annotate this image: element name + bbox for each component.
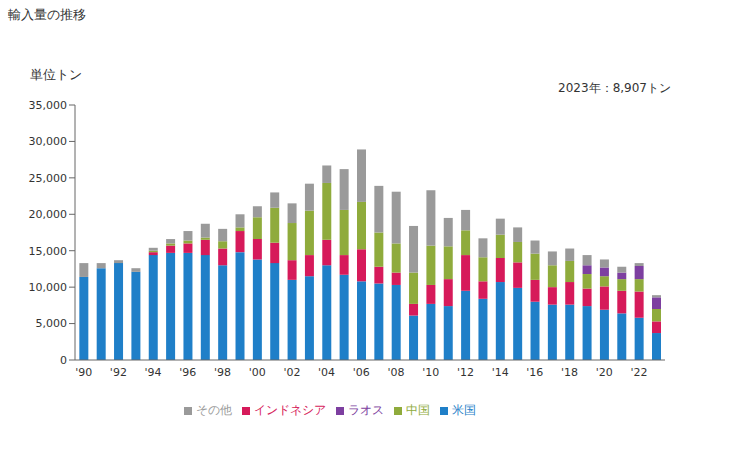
html-text:輸入量の推移: 輸入量の推移 xyxy=(8,7,86,22)
html-text:単位トン: 単位トン xyxy=(30,67,82,82)
svg-text:'12: '12 xyxy=(457,366,474,379)
svg-text:'06: '06 xyxy=(353,366,370,379)
svg-text:'10: '10 xyxy=(422,366,439,379)
svg-text:20,000: 20,000 xyxy=(29,208,68,221)
svg-text:25,000: 25,000 xyxy=(29,172,68,185)
svg-text:'94: '94 xyxy=(145,366,162,379)
svg-text:35,000: 35,000 xyxy=(29,99,68,112)
svg-text:5,000: 5,000 xyxy=(36,317,68,330)
svg-text:'18: '18 xyxy=(561,366,578,379)
svg-text:15,000: 15,000 xyxy=(29,245,68,258)
html-text:米国: 米国 xyxy=(452,403,476,417)
svg-text:0: 0 xyxy=(60,354,67,367)
svg-text:'14: '14 xyxy=(492,366,509,379)
svg-text:'92: '92 xyxy=(110,366,127,379)
svg-text:30,000: 30,000 xyxy=(29,135,68,148)
svg-text:'96: '96 xyxy=(179,366,196,379)
html-text:ラオス: ラオス xyxy=(348,403,384,417)
svg-text:'90: '90 xyxy=(75,366,92,379)
svg-text:'16: '16 xyxy=(526,366,543,379)
svg-text:'00: '00 xyxy=(249,366,266,379)
html-text:その他: その他 xyxy=(196,403,232,417)
svg-text:'98: '98 xyxy=(214,366,231,379)
html-text:中国: 中国 xyxy=(406,403,430,417)
svg-text:'04: '04 xyxy=(318,366,335,379)
svg-text:'22: '22 xyxy=(630,366,647,379)
svg-text:'02: '02 xyxy=(283,366,300,379)
svg-text:'08: '08 xyxy=(388,366,405,379)
html-text:2023年：8,907トン: 2023年：8,907トン xyxy=(558,81,671,95)
svg-text:10,000: 10,000 xyxy=(29,281,68,294)
html-text:インドネシア: インドネシア xyxy=(254,403,326,417)
svg-text:'20: '20 xyxy=(596,366,613,379)
